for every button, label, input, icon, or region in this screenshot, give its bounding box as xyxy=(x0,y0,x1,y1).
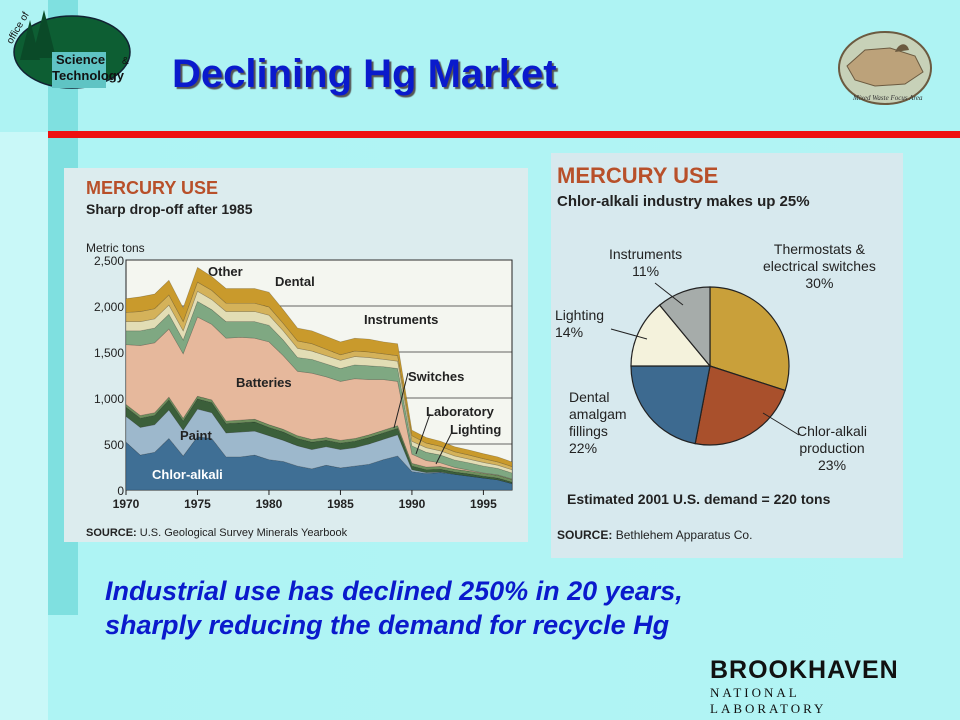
pie-label-pointer xyxy=(654,282,684,306)
pie-slice-lighting xyxy=(630,304,712,367)
national-laboratory-name: NATIONAL LABORATORY xyxy=(710,685,827,716)
header-band xyxy=(0,0,960,132)
pie-label-thermostats-line1: Thermostats & xyxy=(773,241,865,257)
area-label-laboratory: Laboratory xyxy=(426,404,494,419)
pie-label-instruments-line1: Instruments xyxy=(609,246,683,262)
area-series-other xyxy=(125,266,513,467)
area-x-tick-label: 1995 xyxy=(470,497,497,511)
area-label-dental: Dental xyxy=(275,274,315,289)
pie-label-lighting-pct: 14% xyxy=(555,324,584,340)
pie-chart-title: MERCURY USE xyxy=(557,163,719,188)
area-x-tick-label: 1970 xyxy=(113,497,140,511)
pie-label-thermostats-line2: electrical switches xyxy=(763,258,876,274)
logo-science-text: Science xyxy=(56,52,105,67)
pie-label-dental-pct: 22% xyxy=(569,440,598,456)
pie-label-pointer xyxy=(610,328,648,340)
pie-label-pointer xyxy=(762,412,800,436)
area-y-tick-label: 2,000 xyxy=(94,300,124,314)
pie-label-dental-line2: amalgam xyxy=(569,406,627,422)
area-label-chlor-alkali: Chlor-alkali xyxy=(152,467,223,482)
pie-label-chlor-alkali: Chlor-alkali production 23% xyxy=(797,423,867,474)
pie-label-thermostats: Thermostats & electrical switches 30% xyxy=(763,241,876,292)
pie-chart-panel: MERCURY USE Chlor-alkali industry makes … xyxy=(551,153,903,558)
area-source-label: SOURCE: xyxy=(86,527,137,539)
pie-label-instruments: Instruments 11% xyxy=(609,246,682,280)
area-x-tick-label: 1985 xyxy=(327,497,354,511)
area-x-tick-label: 1975 xyxy=(184,497,211,511)
logo-amp-text: & xyxy=(122,56,129,67)
pie-label-thermostats-pct: 30% xyxy=(805,275,834,291)
pie-chart-note: Estimated 2001 U.S. demand = 220 tons xyxy=(567,491,831,507)
office-of-science-technology-logo: office of Science & Technology xyxy=(5,10,131,89)
slide-title: Declining Hg Market xyxy=(172,52,557,96)
pie-label-dental-line1: Dental xyxy=(569,389,610,405)
pie-label-chlor-alkali-line1: Chlor-alkali xyxy=(797,423,868,439)
pie-source-label: SOURCE: xyxy=(557,528,613,542)
area-label-other: Other xyxy=(208,264,243,279)
pie-source-text: Bethlehem Apparatus Co. xyxy=(615,528,753,542)
area-y-tick-label: 2,500 xyxy=(94,254,124,268)
pie-label-lighting-line1: Lighting xyxy=(555,307,605,323)
pie-chart-svg xyxy=(610,282,800,446)
area-y-tick-label: 1,000 xyxy=(94,392,124,406)
pie-label-dental-line3: fillings xyxy=(569,423,608,439)
area-label-pointer xyxy=(415,413,431,455)
area-chart-ylabel: Metric tons xyxy=(86,241,145,255)
area-label-switches: Switches xyxy=(408,369,465,384)
pie-label-lighting: Lighting 14% xyxy=(555,307,604,341)
area-x-tick-label: 1990 xyxy=(399,497,426,511)
area-label-pointer xyxy=(435,431,453,465)
area-x-tick-label: 1980 xyxy=(256,497,283,511)
area-y-tick-label: 500 xyxy=(104,438,124,452)
pie-chart-subtitle: Chlor-alkali industry makes up 25% xyxy=(557,193,810,210)
area-label-paint: Paint xyxy=(180,428,212,443)
pie-chart-source: SOURCE: Bethlehem Apparatus Co. xyxy=(557,528,752,542)
logo-right-text: Mixed Waste Focus Area xyxy=(852,94,923,102)
area-chart-subtitle: Sharp drop-off after 1985 xyxy=(86,201,253,217)
area-chart-panel: MERCURY USE Sharp drop-off after 1985 Me… xyxy=(64,168,528,542)
pie-slice-instruments xyxy=(658,286,711,368)
pie-label-chlor-alkali-line2: production xyxy=(799,440,865,456)
area-label-instruments: Instruments xyxy=(364,312,439,327)
bottom-statement-line1: Industrial use has declined 250% in 20 y… xyxy=(105,576,683,606)
area-chart-source: SOURCE: U.S. Geological Survey Minerals … xyxy=(86,527,347,539)
area-label-batteries: Batteries xyxy=(236,375,292,390)
mixed-waste-focus-area-logo: Mixed Waste Focus Area xyxy=(838,31,932,105)
area-label-pointer xyxy=(393,372,409,429)
bottom-statement-line2: sharply reducing the demand for recycle … xyxy=(105,610,670,640)
header-divider xyxy=(48,131,960,138)
pie-label-chlor-alkali-pct: 23% xyxy=(818,457,847,473)
bottom-statement: Industrial use has declined 250% in 20 y… xyxy=(105,574,683,642)
brookhaven-name: BROOKHAVEN xyxy=(710,656,899,684)
area-chart-title: MERCURY USE xyxy=(86,178,219,198)
pie-slice-thermostats- xyxy=(709,286,790,392)
area-y-tick-label: 0 xyxy=(117,484,124,498)
area-source-text: U.S. Geological Survey Minerals Yearbook xyxy=(139,527,348,539)
logo-technology-text: Technology xyxy=(52,68,125,83)
brookhaven-logo: BROOKHAVEN NATIONAL LABORATORY xyxy=(710,656,920,717)
area-label-lighting: Lighting xyxy=(450,422,502,437)
pie-slice-dental xyxy=(630,365,711,445)
pie-slice-chlor-alkali xyxy=(694,365,786,446)
area-y-tick-label: 1,500 xyxy=(94,346,124,360)
pie-label-instruments-pct: 11% xyxy=(632,263,660,279)
pie-label-dental: Dental amalgam fillings 22% xyxy=(569,389,627,457)
